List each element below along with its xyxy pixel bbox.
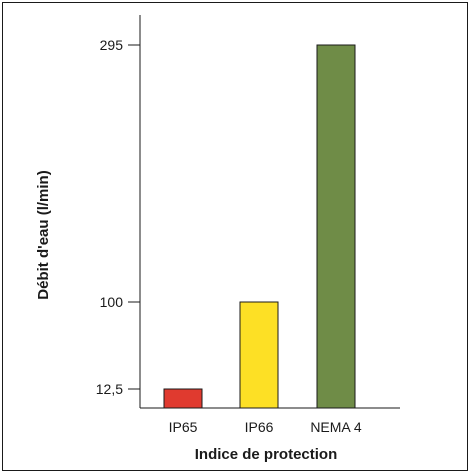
bars-group (163, 44, 356, 409)
y-tick-label: 12,5 (96, 381, 123, 397)
bar-ip66 (239, 301, 279, 409)
x-ticks-group: IP65 IP66 NEMA 4 (169, 419, 362, 435)
bar-ip65 (163, 388, 203, 409)
x-tick-label: IP66 (245, 419, 274, 435)
y-ticks-group: 12,5 100 295 (96, 37, 140, 397)
y-axis-title: Débit d'eau (l/min) (35, 170, 52, 299)
bar-nema-4 (316, 44, 356, 409)
y-tick-label: 295 (100, 37, 124, 53)
y-tick-label: 100 (100, 294, 124, 310)
x-axis-title: Indice de protection (195, 446, 338, 463)
x-tick-label: IP65 (169, 419, 198, 435)
x-tick-label: NEMA 4 (310, 419, 362, 435)
axes-group (139, 15, 400, 409)
chart-frame (2, 2, 468, 471)
